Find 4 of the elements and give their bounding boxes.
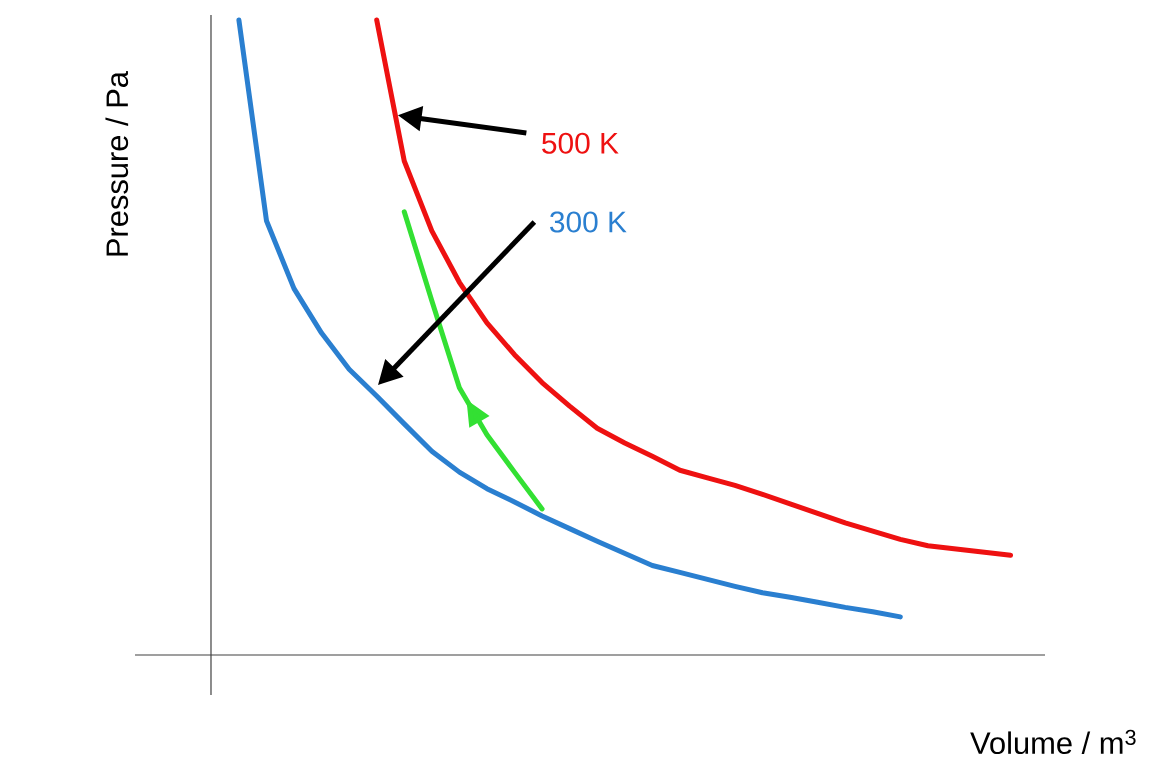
x-axis-title: Volume / m$^{3}$ — [970, 729, 1136, 755]
text: 300 K — [550, 211, 627, 233]
text: 500 K — [542, 132, 619, 154]
y-axis-title: Pressure / Pa — [105, 71, 129, 256]
